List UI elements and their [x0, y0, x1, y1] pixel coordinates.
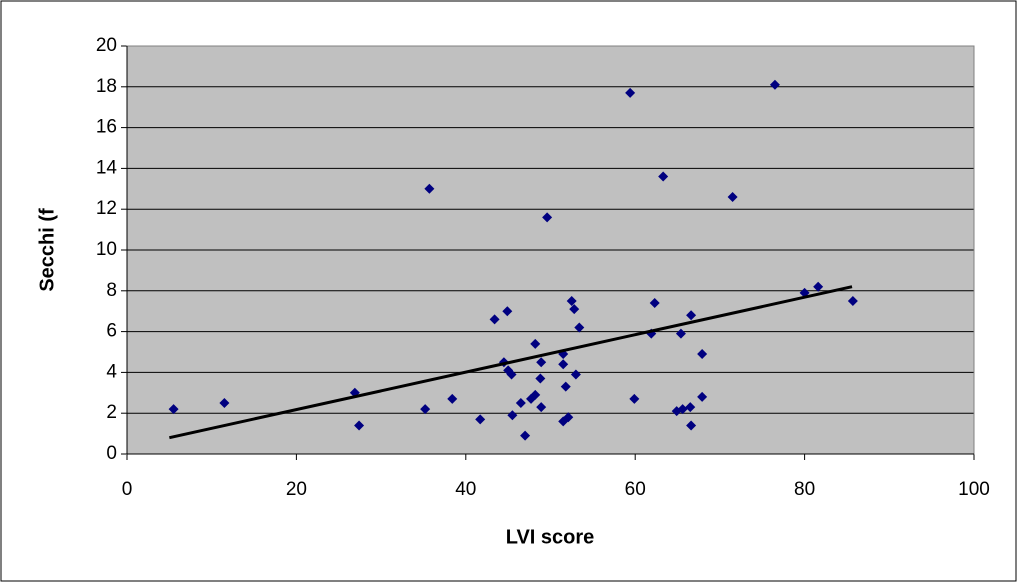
x-tick-label: 100	[958, 479, 990, 500]
point	[675, 328, 686, 339]
point	[769, 79, 780, 90]
point	[535, 373, 546, 384]
x-tick-label: 60	[625, 479, 646, 500]
point	[558, 359, 569, 370]
x-tick-label: 80	[794, 479, 815, 500]
point	[542, 212, 553, 223]
point	[520, 430, 531, 441]
point	[420, 404, 431, 415]
trend-line	[169, 285, 853, 440]
point	[570, 369, 581, 380]
point	[507, 410, 518, 421]
point	[847, 296, 858, 306]
y-tick-label: 6	[106, 321, 117, 342]
point	[558, 416, 569, 427]
point	[629, 393, 640, 404]
y-tick-label: 12	[96, 198, 117, 219]
point	[697, 349, 708, 360]
point	[686, 310, 697, 321]
point	[354, 420, 365, 431]
y-tick-label: 2	[106, 402, 117, 423]
point	[566, 296, 577, 306]
point	[560, 381, 571, 392]
point	[658, 171, 669, 182]
y-tick-label: 14	[96, 157, 118, 178]
point	[625, 87, 636, 98]
point	[677, 404, 688, 415]
point	[515, 398, 526, 408]
y-tick-label: 0	[106, 443, 117, 464]
point	[502, 306, 513, 317]
point	[727, 191, 738, 202]
point	[536, 402, 547, 413]
x-tick-label: 20	[286, 479, 307, 500]
y-tick-label: 4	[106, 361, 117, 382]
point	[447, 393, 458, 404]
y-tick-label: 8	[106, 280, 117, 301]
point	[530, 389, 541, 400]
point	[489, 314, 500, 325]
point	[536, 357, 547, 368]
y-tick-label: 16	[96, 117, 117, 138]
point	[475, 414, 486, 425]
y-tick-label: 10	[96, 239, 117, 260]
point	[503, 365, 514, 376]
point	[506, 369, 517, 380]
point	[697, 391, 708, 402]
x-tick-label: 0	[122, 479, 133, 500]
point	[574, 322, 585, 333]
y-tick-label: 18	[96, 76, 117, 97]
point	[685, 402, 696, 413]
point	[813, 281, 824, 292]
point	[530, 338, 541, 349]
point	[686, 420, 697, 431]
x-tick-label: 40	[455, 479, 476, 500]
point	[168, 404, 179, 415]
point	[219, 398, 230, 408]
x-axis-title: LVI score	[506, 526, 595, 548]
point	[424, 183, 435, 194]
point	[569, 304, 580, 315]
y-tick-label: 20	[96, 35, 117, 56]
point	[649, 298, 660, 309]
y-axis-title: Secchi (f	[36, 208, 58, 292]
